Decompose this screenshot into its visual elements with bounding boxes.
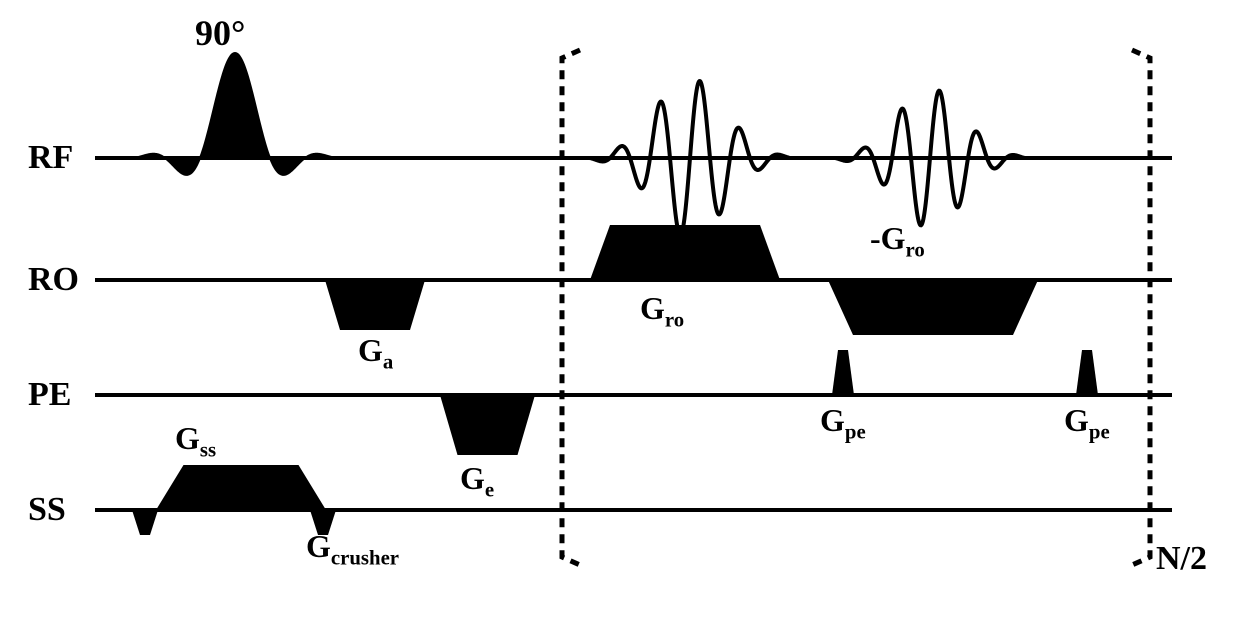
pulse-sequence-diagram: RF RO PE SS 90° Ga Gro -Gro Ge Gpe Gpe G… [0, 0, 1240, 617]
repeat-brackets [0, 0, 1240, 617]
